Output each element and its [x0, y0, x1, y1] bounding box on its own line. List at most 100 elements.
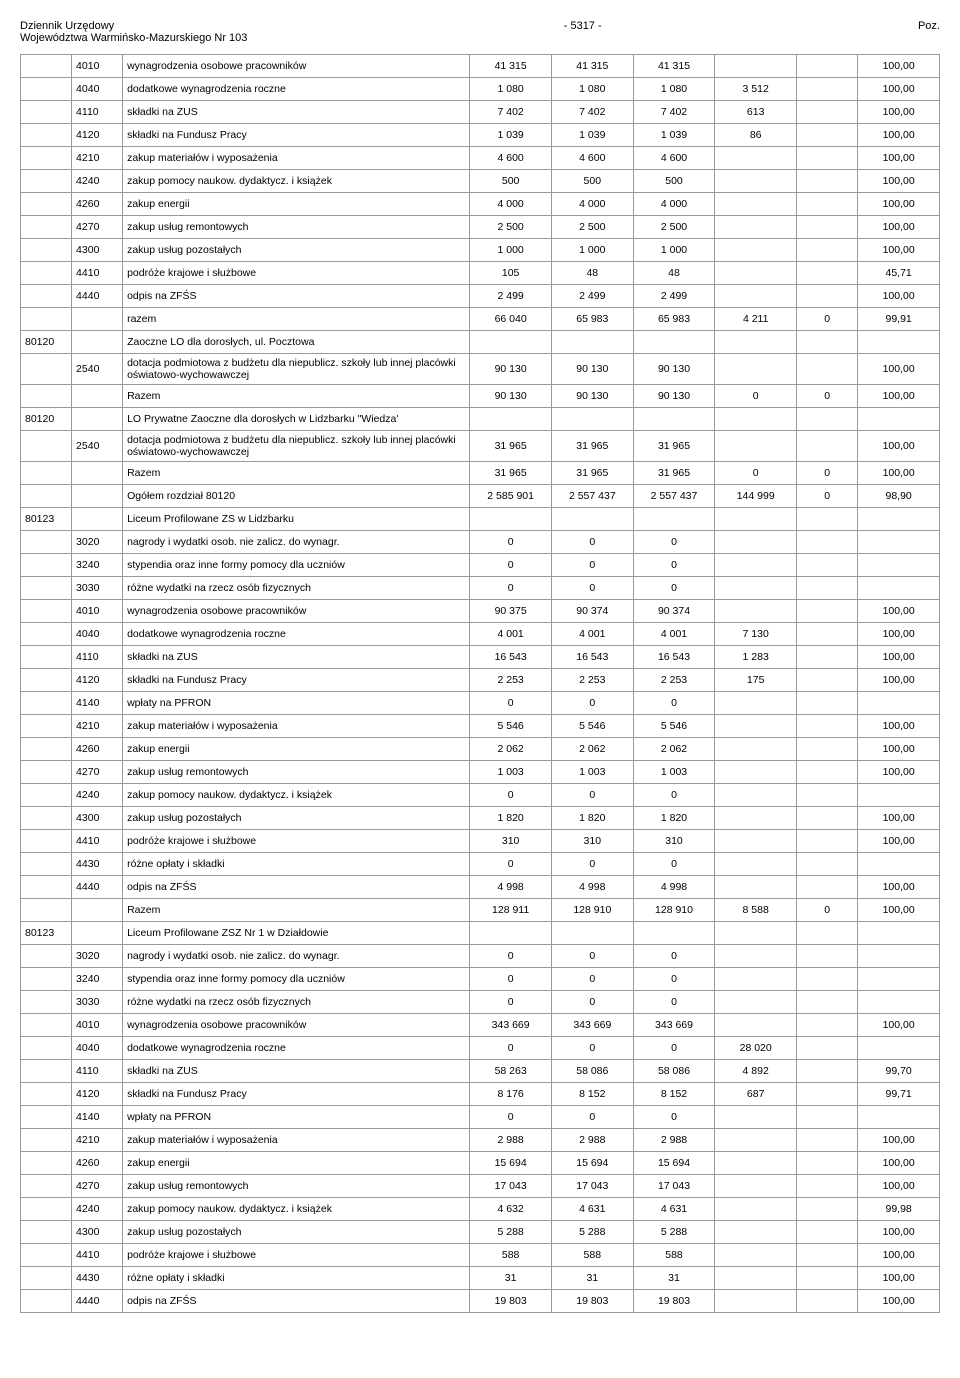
- cell: zakup pomocy naukow. dydaktycz. i książe…: [123, 784, 470, 807]
- cell: 100,00: [858, 124, 940, 147]
- cell: 0: [470, 692, 552, 715]
- cell: 588: [633, 1244, 715, 1267]
- cell: [715, 55, 797, 78]
- cell: 100,00: [858, 715, 940, 738]
- cell: 0: [470, 968, 552, 991]
- cell: 0: [633, 692, 715, 715]
- cell: [715, 331, 797, 354]
- cell: Ogółem rozdział 80120: [123, 485, 470, 508]
- cell: [797, 1175, 858, 1198]
- cell: [858, 531, 940, 554]
- cell: [21, 945, 72, 968]
- cell: 5 288: [633, 1221, 715, 1244]
- cell: 100,00: [858, 147, 940, 170]
- cell: 41 315: [633, 55, 715, 78]
- cell: 4 001: [470, 623, 552, 646]
- cell: 1 000: [633, 239, 715, 262]
- cell: 3030: [72, 991, 123, 1014]
- cell: [797, 876, 858, 899]
- cell: 0: [633, 1106, 715, 1129]
- cell: [715, 262, 797, 285]
- cell: [715, 554, 797, 577]
- cell: 100,00: [858, 1175, 940, 1198]
- cell: [797, 807, 858, 830]
- cell: [21, 692, 72, 715]
- cell: 2 557 437: [633, 485, 715, 508]
- cell: 90 130: [470, 385, 552, 408]
- cell: różne opłaty i składki: [123, 1267, 470, 1290]
- cell: 0: [715, 385, 797, 408]
- cell: 58 263: [470, 1060, 552, 1083]
- cell: zakup energii: [123, 738, 470, 761]
- cell: 28 020: [715, 1037, 797, 1060]
- cell: [797, 968, 858, 991]
- cell: [715, 784, 797, 807]
- cell: 100,00: [858, 1290, 940, 1313]
- cell: 105: [470, 262, 552, 285]
- table-row: 4300zakup usług pozostałych1 0001 0001 0…: [21, 239, 940, 262]
- cell: [715, 1175, 797, 1198]
- cell: [715, 945, 797, 968]
- cell: 15 694: [633, 1152, 715, 1175]
- cell: [715, 761, 797, 784]
- cell: [21, 308, 72, 331]
- cell: [858, 922, 940, 945]
- cell: [633, 508, 715, 531]
- cell: [715, 285, 797, 308]
- cell: [21, 968, 72, 991]
- cell: 0: [551, 853, 633, 876]
- cell: 4240: [72, 1198, 123, 1221]
- cell: [21, 485, 72, 508]
- cell: [715, 922, 797, 945]
- cell: 100,00: [858, 669, 940, 692]
- cell: [797, 646, 858, 669]
- cell: [470, 331, 552, 354]
- cell: [797, 239, 858, 262]
- cell: 0: [633, 968, 715, 991]
- cell: [21, 101, 72, 124]
- cell: odpis na ZFŚS: [123, 1290, 470, 1313]
- table-row: 4410podróże krajowe i służbowe5885885881…: [21, 1244, 940, 1267]
- table-row: 4260zakup energii15 69415 69415 694100,0…: [21, 1152, 940, 1175]
- cell: 31 965: [470, 431, 552, 462]
- cell: 2 062: [551, 738, 633, 761]
- cell: składki na Fundusz Pracy: [123, 124, 470, 147]
- cell: 4110: [72, 646, 123, 669]
- cell: [21, 1175, 72, 1198]
- cell: 0: [470, 945, 552, 968]
- cell: [797, 830, 858, 853]
- cell: [715, 738, 797, 761]
- cell: dodatkowe wynagrodzenia roczne: [123, 78, 470, 101]
- cell: 4300: [72, 239, 123, 262]
- cell: 4210: [72, 147, 123, 170]
- cell: [551, 922, 633, 945]
- table-row: 3020nagrody i wydatki osob. nie zalicz. …: [21, 531, 940, 554]
- cell: [21, 385, 72, 408]
- table-row: Ogółem rozdział 801202 585 9012 557 4372…: [21, 485, 940, 508]
- cell: 0: [715, 462, 797, 485]
- cell: 4 632: [470, 1198, 552, 1221]
- cell: 100,00: [858, 899, 940, 922]
- table-row: 3240stypendia oraz inne formy pomocy dla…: [21, 968, 940, 991]
- cell: 4 000: [633, 193, 715, 216]
- cell: [797, 554, 858, 577]
- cell: 5 546: [633, 715, 715, 738]
- cell: 2 499: [470, 285, 552, 308]
- cell: 8 588: [715, 899, 797, 922]
- cell: 4 211: [715, 308, 797, 331]
- cell: [72, 485, 123, 508]
- cell: [21, 285, 72, 308]
- cell: 90 130: [470, 354, 552, 385]
- cell: 65 983: [551, 308, 633, 331]
- cell: 31: [633, 1267, 715, 1290]
- cell: [21, 78, 72, 101]
- cell: [797, 600, 858, 623]
- cell: [715, 1198, 797, 1221]
- cell: [715, 1152, 797, 1175]
- cell: 19 803: [551, 1290, 633, 1313]
- cell: 98,90: [858, 485, 940, 508]
- table-row: 4440odpis na ZFŚS4 9984 9984 998100,00: [21, 876, 940, 899]
- cell: [797, 692, 858, 715]
- cell: 2 253: [633, 669, 715, 692]
- table-row: 4040dodatkowe wynagrodzenia roczne1 0801…: [21, 78, 940, 101]
